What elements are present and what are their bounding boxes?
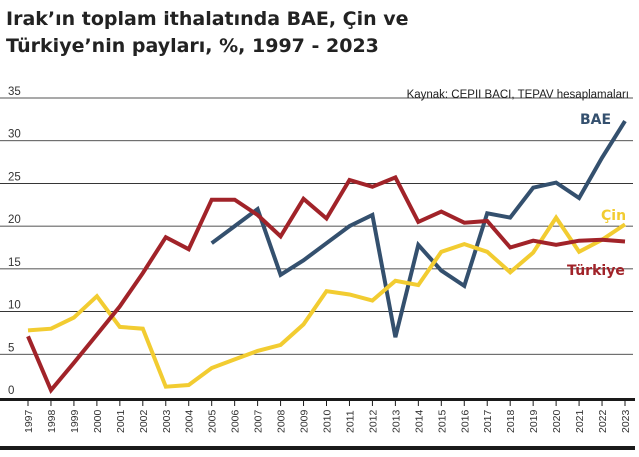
- series-line-turkiye: [26, 174, 626, 394]
- x-tick-label-2002: 2002: [138, 409, 150, 433]
- x-tick-label-2016: 2016: [459, 409, 471, 433]
- y-tick-label-35: 35: [8, 86, 21, 98]
- x-tick-label-2009: 2009: [299, 409, 311, 433]
- series-label-turkiye: Türkiye: [567, 263, 625, 279]
- x-tick-label-2012: 2012: [367, 409, 379, 433]
- x-tick-label-2017: 2017: [482, 409, 494, 433]
- x-tick-label-2019: 2019: [528, 409, 540, 433]
- title-line-2: Türkiye’nin payları, %, 1997 - 2023: [6, 35, 379, 57]
- y-tick-label-30: 30: [8, 129, 21, 141]
- y-tick-label-20: 20: [8, 214, 21, 226]
- x-tick-label-2023: 2023: [620, 409, 632, 433]
- y-tick-label-10: 10: [8, 300, 21, 312]
- x-tick-label-2000: 2000: [92, 409, 104, 433]
- x-tick-label-2015: 2015: [436, 409, 448, 433]
- x-tick-label-2022: 2022: [597, 409, 609, 433]
- x-tick-label-1998: 1998: [46, 409, 58, 433]
- x-tick-label-2018: 2018: [505, 409, 517, 433]
- x-tick-label-2021: 2021: [574, 409, 586, 433]
- y-tick-label-0: 0: [8, 385, 14, 397]
- x-tick-label-2008: 2008: [276, 409, 288, 433]
- x-axis-line: [0, 398, 635, 401]
- x-tick-label-1999: 1999: [69, 409, 81, 433]
- x-tick-label-2010: 2010: [322, 409, 334, 433]
- bottom-bar: [0, 446, 635, 450]
- x-tick-label-2013: 2013: [390, 409, 402, 433]
- x-tick-label-2004: 2004: [184, 409, 196, 433]
- series-label-bae: BAE: [580, 112, 611, 128]
- x-tick-label-2014: 2014: [413, 409, 425, 433]
- series-line-bae: [210, 120, 627, 338]
- y-tick-label-25: 25: [8, 171, 21, 183]
- series-label-cin: Çin: [601, 208, 626, 224]
- x-tick-label-2005: 2005: [207, 409, 219, 433]
- chart-title: Irak’ın toplam ithalatında BAE, Çin ve T…: [6, 6, 526, 60]
- title-line-1: Irak’ın toplam ithalatında BAE, Çin ve: [6, 8, 409, 30]
- x-tick-label-2001: 2001: [115, 409, 127, 433]
- y-tick-label-5: 5: [8, 342, 14, 354]
- x-tick-label-2007: 2007: [253, 409, 265, 433]
- y-tick-label-15: 15: [8, 257, 21, 269]
- series-line-cin: [27, 213, 627, 389]
- x-tick-label-2006: 2006: [230, 409, 242, 433]
- x-tick-label-2003: 2003: [161, 409, 173, 433]
- x-tick-label-1997: 1997: [23, 409, 35, 433]
- x-tick-label-2020: 2020: [551, 409, 563, 433]
- x-tick-label-2011: 2011: [344, 410, 356, 433]
